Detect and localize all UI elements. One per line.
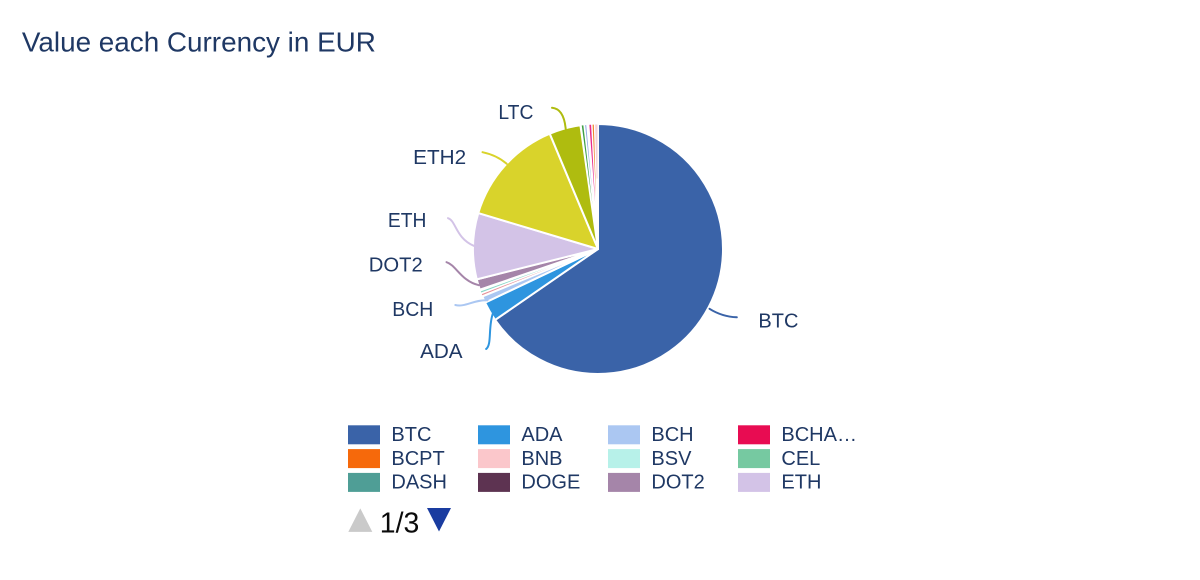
svg-text:DASH: DASH — [391, 472, 447, 494]
svg-text:Value each Currency in EUR: Value each Currency in EUR — [22, 26, 376, 57]
svg-text:1/3: 1/3 — [380, 507, 420, 539]
svg-text:BCPT: BCPT — [391, 448, 444, 470]
svg-text:BCH: BCH — [651, 424, 693, 446]
svg-text:LTC: LTC — [498, 102, 533, 124]
svg-text:BTC: BTC — [758, 311, 798, 333]
svg-text:ADA: ADA — [420, 341, 463, 363]
svg-text:ETH2: ETH2 — [413, 147, 466, 169]
svg-text:ETH: ETH — [388, 210, 427, 232]
svg-text:BCHA…: BCHA… — [781, 424, 857, 446]
svg-text:BNB: BNB — [521, 448, 562, 470]
svg-text:BCH: BCH — [392, 299, 433, 321]
svg-text:ADA: ADA — [521, 424, 563, 446]
svg-text:BSV: BSV — [651, 448, 692, 470]
svg-text:CEL: CEL — [781, 448, 820, 470]
svg-text:DOT2: DOT2 — [651, 472, 704, 494]
svg-text:DOT2: DOT2 — [369, 255, 423, 277]
svg-text:BTC: BTC — [391, 424, 431, 446]
svg-text:DOGE: DOGE — [521, 472, 580, 494]
svg-text:ETH: ETH — [781, 472, 821, 494]
